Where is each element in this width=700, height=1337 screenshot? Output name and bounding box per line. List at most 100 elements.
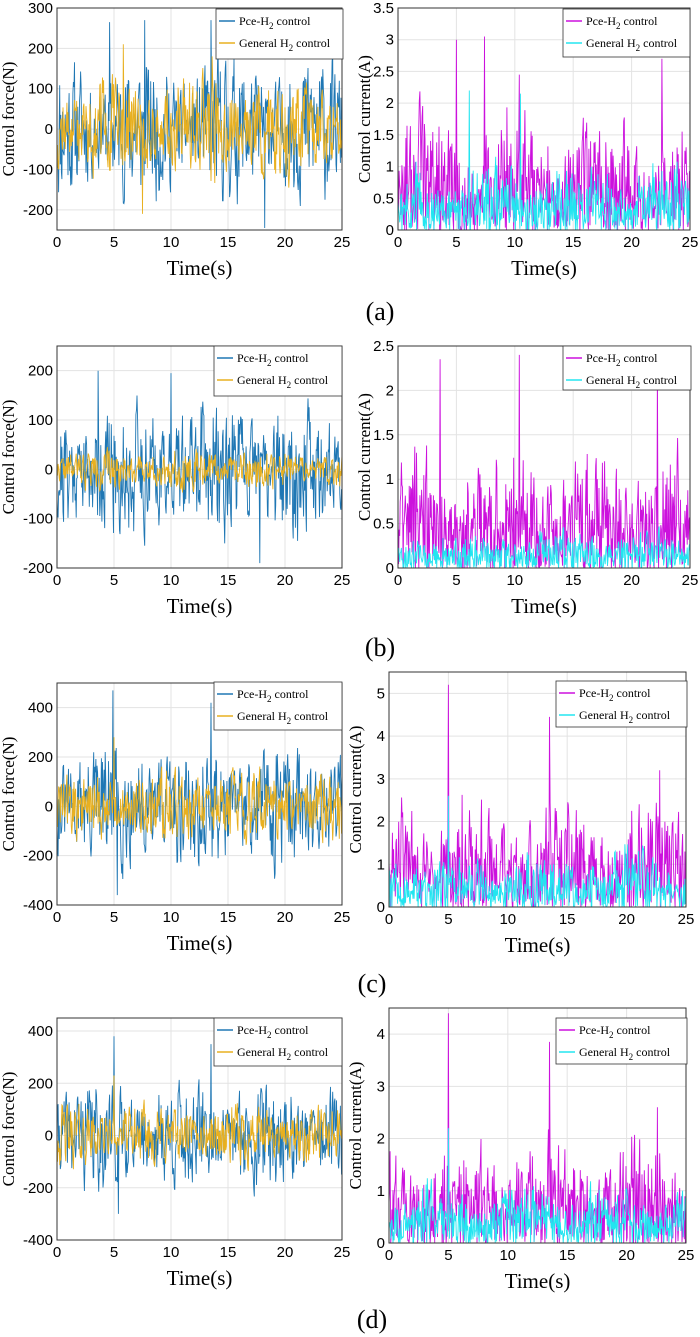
y-tick-label: 1.5 (373, 427, 394, 444)
x-tick-label: 15 (565, 572, 582, 589)
legend-entry: Pce-H2 control (237, 351, 309, 368)
y-tick-label: 0 (45, 798, 53, 815)
y-tick-label: 4 (377, 1026, 385, 1043)
axes-frame (388, 1007, 687, 1244)
x-tick-label: 0 (53, 572, 61, 589)
y-tick-label: 3.5 (373, 0, 394, 17)
legend: Pce-H2 control General H2 control (562, 8, 691, 58)
x-tick-label: 25 (334, 909, 351, 926)
x-axis-label: Time(s) (167, 931, 233, 955)
y-axis-label: Control current(A) (346, 1062, 365, 1190)
y-tick-label: 5 (377, 685, 385, 702)
y-tick-label: 400 (28, 1023, 53, 1040)
legend-entry: Pce-H2 control (239, 14, 311, 31)
x-tick-label: 15 (220, 234, 237, 251)
x-tick-label: 20 (277, 909, 294, 926)
y-tick-label: 200 (28, 749, 53, 766)
y-axis-label: Control current(A) (355, 55, 374, 183)
x-tick-label: 10 (499, 911, 516, 928)
axes-frame (56, 7, 343, 231)
legend-entry: General H2 control (586, 373, 678, 390)
series-line-general (398, 90, 690, 230)
x-tick-label: 0 (394, 234, 402, 251)
y-tick-label: 100 (28, 81, 53, 98)
legend-entry: General H2 control (579, 708, 671, 725)
legend-entry: General H2 control (239, 36, 331, 53)
y-axis-label: Control current(A) (346, 726, 365, 854)
legend-entry: Pce-H2 control (579, 686, 651, 703)
chart-d-force: 0 5 10 15 20 25 400 200 0 -200 -400 Time(s) Control … (0, 1017, 351, 1290)
legend-entry: General H2 control (237, 1045, 329, 1062)
x-tick-label: 10 (506, 572, 523, 589)
axes-frame (388, 671, 687, 908)
y-tick-label: 1 (386, 471, 394, 488)
y-tick-label: -200 (23, 848, 53, 865)
chart-a-current: 0 5 10 15 20 25 3.5 3 2.5 2 1.5 1 0.5 0 Time(s) Control… (355, 0, 698, 280)
panel-label: (d) (357, 1305, 387, 1334)
x-tick-label: 10 (506, 234, 523, 251)
x-tick-label: 5 (110, 572, 118, 589)
y-tick-label: 3 (386, 32, 394, 49)
series-line-pce (57, 370, 342, 564)
x-tick-label: 15 (220, 572, 237, 589)
y-tick-label: 2 (386, 382, 394, 399)
series-line-general (389, 795, 686, 907)
y-tick-label: 1 (386, 159, 394, 176)
x-axis-label: Time(s) (505, 1269, 571, 1293)
series-line-general (57, 44, 342, 214)
y-tick-label: 2 (377, 1131, 385, 1148)
x-tick-label: 5 (452, 572, 460, 589)
panel-label: (a) (366, 297, 395, 326)
x-tick-label: 15 (565, 234, 582, 251)
legend-entry: Pce-H2 control (237, 687, 309, 704)
legend: Pce-H2 control General H2 control (555, 680, 688, 728)
legend: Pce-H2 control General H2 control (215, 8, 344, 60)
y-tick-label: 3 (377, 771, 385, 788)
y-axis-label: Control force(N) (0, 400, 18, 515)
y-tick-label: 0 (386, 560, 394, 577)
x-tick-label: 15 (220, 1244, 237, 1261)
series-line-general (57, 447, 342, 493)
x-axis-label: Time(s) (167, 256, 233, 280)
legend-entry: General H2 control (237, 709, 329, 726)
x-tick-label: 0 (394, 572, 402, 589)
legend-entry: Pce-H2 control (237, 1023, 309, 1040)
y-axis-label: Control force(N) (0, 1072, 18, 1187)
series-line-pce (398, 36, 690, 230)
x-tick-label: 25 (334, 1244, 351, 1261)
legend: Pce-H2 control General H2 control (213, 1017, 343, 1067)
legend-entry: Pce-H2 control (579, 1023, 651, 1040)
x-tick-label: 15 (220, 909, 237, 926)
x-tick-label: 20 (277, 1244, 294, 1261)
x-tick-label: 5 (444, 1247, 452, 1264)
y-tick-label: -100 (23, 161, 53, 178)
x-axis-label: Time(s) (511, 594, 577, 618)
x-tick-label: 5 (110, 1244, 118, 1261)
x-tick-label: 20 (618, 911, 635, 928)
y-tick-label: 1 (377, 856, 385, 873)
x-axis-label: Time(s) (511, 256, 577, 280)
chart-b-current: 0 5 10 15 20 25 2.5 2 1.5 1 0.5 0 Time(s) Control cur… (355, 338, 698, 618)
x-tick-label: 10 (163, 234, 180, 251)
y-tick-label: -400 (23, 897, 53, 914)
panel-label: (b) (365, 633, 395, 662)
y-axis-label: Control current(A) (355, 393, 374, 521)
axes-frame (56, 345, 343, 569)
x-tick-label: 25 (682, 572, 699, 589)
y-tick-label: 0 (45, 1128, 53, 1145)
legend-entry: Pce-H2 control (586, 351, 658, 368)
y-tick-label: 2 (386, 95, 394, 112)
y-tick-label: 0 (45, 461, 53, 478)
y-tick-label: 0 (386, 222, 394, 239)
series-line-general (57, 737, 342, 845)
x-tick-label: 10 (163, 572, 180, 589)
y-tick-label: -200 (23, 560, 53, 577)
x-tick-label: 10 (163, 1244, 180, 1261)
y-tick-label: -400 (23, 1232, 53, 1249)
chart-b-force: 0 5 10 15 20 25 200 100 0 -100 -200 Time(s) Control … (0, 345, 350, 618)
chart-c-force: 0 5 10 15 20 25 400 200 0 -200 -400 Time(s) Control … (0, 681, 351, 955)
x-tick-label: 5 (110, 234, 118, 251)
x-tick-label: 10 (163, 909, 180, 926)
y-tick-label: -100 (23, 511, 53, 528)
